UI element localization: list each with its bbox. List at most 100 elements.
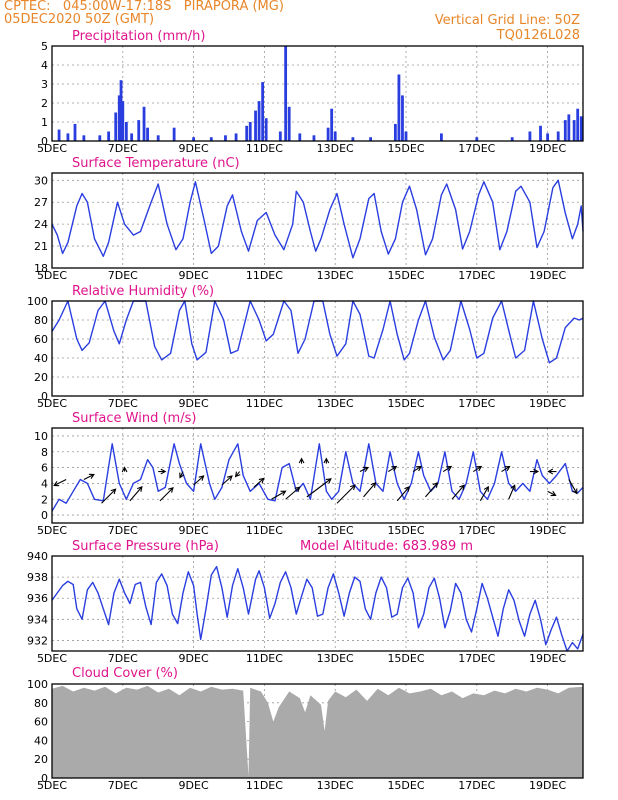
humidity-y-tick-label: 20: [34, 371, 48, 384]
wind-arrow: [253, 477, 265, 488]
precip-bar: [254, 110, 257, 141]
wind-arrow: [501, 466, 510, 473]
precip-bar: [312, 135, 316, 141]
wind-arrow: [221, 475, 233, 486]
wind-x-tick-label: 11DEC: [246, 524, 283, 537]
wind-y-tick-label: 8: [41, 446, 48, 459]
wind-arrow-head: [483, 485, 489, 492]
precip-bar: [556, 131, 560, 141]
wind-arrow-head: [234, 471, 241, 478]
precip-bar: [73, 123, 77, 141]
wind-x-tick-label: 9DEC: [179, 524, 209, 537]
pressure-x-tick-label: 19DEC: [529, 652, 566, 665]
precip-bar: [117, 95, 121, 141]
wind-arrow-head: [121, 466, 128, 473]
precip-bar: [278, 131, 282, 141]
humidity-x-tick-label: 7DEC: [108, 397, 138, 410]
precip-y-tick-label: 1: [41, 116, 48, 129]
precip-bar: [404, 131, 408, 141]
pressure-y-tick-label: 932: [27, 634, 48, 647]
precip-bar: [330, 108, 334, 141]
temp-x-tick-label: 13DEC: [317, 269, 354, 282]
precip-bar: [245, 125, 249, 141]
precip-bar: [298, 133, 302, 141]
temp-x-tick-label: 11DEC: [246, 269, 283, 282]
precip-bar: [528, 131, 532, 141]
precip-bar: [119, 80, 123, 141]
cloud-x-tick-label: 11DEC: [246, 779, 283, 792]
pressure-y-tick-label: 934: [27, 613, 48, 626]
precip-bar: [234, 133, 238, 141]
wind-arrow-head: [446, 465, 453, 472]
cloud-x-tick-label: 15DEC: [387, 779, 424, 792]
wind-arrow: [101, 488, 116, 504]
temp-y-tick-label: 27: [34, 196, 48, 209]
humidity-x-tick-label: 5DEC: [37, 397, 67, 410]
wind-series-line: [51, 443, 584, 512]
wind-x-tick-label: 7DEC: [108, 524, 138, 537]
header-model: TQ0126L028: [496, 28, 580, 43]
temp-x-tick-label: 5DEC: [37, 269, 67, 282]
precip-bar: [351, 137, 355, 141]
precip-x-tick-label: 13DEC: [317, 142, 354, 155]
wind-arrow: [388, 466, 397, 473]
panel-title-humidity: Relative Humidity (%): [72, 284, 215, 299]
precip-bar: [287, 106, 291, 141]
wind-arrow-head: [533, 468, 540, 475]
wind-plot-area: [52, 428, 583, 523]
cloud-y-tick-label: 0: [41, 772, 48, 785]
precip-bar: [192, 137, 195, 141]
precip-bar: [257, 101, 261, 141]
precip-y-tick-label: 0: [41, 135, 48, 148]
wind-arrow: [442, 466, 452, 473]
precip-bar: [114, 112, 118, 141]
cloud-x-tick-label: 17DEC: [458, 779, 495, 792]
wind-arrow-head: [404, 485, 410, 492]
humidity-y-tick-label: 80: [34, 314, 48, 327]
precip-x-tick-label: 11DEC: [246, 142, 283, 155]
temp-plot-area: [52, 173, 583, 268]
precip-bar: [369, 137, 372, 141]
wind-arrow-head: [294, 486, 301, 493]
cloud-area: [52, 685, 583, 778]
wind-arrow-head: [280, 490, 287, 496]
temp-x-tick-label: 19DEC: [529, 269, 566, 282]
humidity-y-tick-label: 40: [34, 352, 48, 365]
wind-arrow-head: [298, 457, 305, 464]
precip-bar: [401, 95, 404, 141]
precip-frame: [51, 45, 584, 142]
precip-bar: [121, 101, 125, 141]
wind-arrow: [336, 484, 356, 504]
precip-bar: [82, 135, 86, 141]
wind-x-tick-label: 15DEC: [387, 524, 424, 537]
wind-arrow-head: [391, 465, 398, 472]
wind-arrow-head: [362, 466, 370, 472]
wind-arrow: [83, 473, 95, 480]
humidity-x-tick-label: 13DEC: [317, 397, 354, 410]
precip-bar: [475, 137, 479, 141]
wind-frame: [51, 427, 584, 524]
precip-bar: [264, 118, 268, 141]
humidity-y-tick-label: 0: [41, 390, 48, 403]
wind-x-tick-label: 13DEC: [317, 524, 354, 537]
wind-y-tick-label: 4: [41, 477, 48, 490]
precip-bar: [66, 133, 70, 141]
wind-arrow: [508, 485, 516, 500]
precip-bar: [248, 122, 252, 141]
precip-bar: [261, 82, 265, 141]
precip-bar: [576, 108, 580, 141]
wind-arrow-head: [160, 468, 167, 475]
pressure-y-tick-label: 938: [27, 571, 48, 584]
wind-arrow: [129, 486, 143, 502]
precip-bar: [284, 46, 288, 141]
wind-arrow-head: [325, 478, 332, 484]
wind-arrow: [479, 486, 489, 502]
precip-bar: [546, 133, 549, 141]
wind-arrow-head: [258, 477, 265, 484]
wind-arrow-head: [476, 465, 483, 472]
cloud-frame: [51, 683, 584, 779]
panel-title-pressure: Surface Pressure (hPa): [72, 539, 219, 554]
wind-x-tick-label: 17DEC: [458, 524, 495, 537]
temp-series-line: [51, 179, 584, 259]
wind-arrow: [412, 466, 422, 473]
